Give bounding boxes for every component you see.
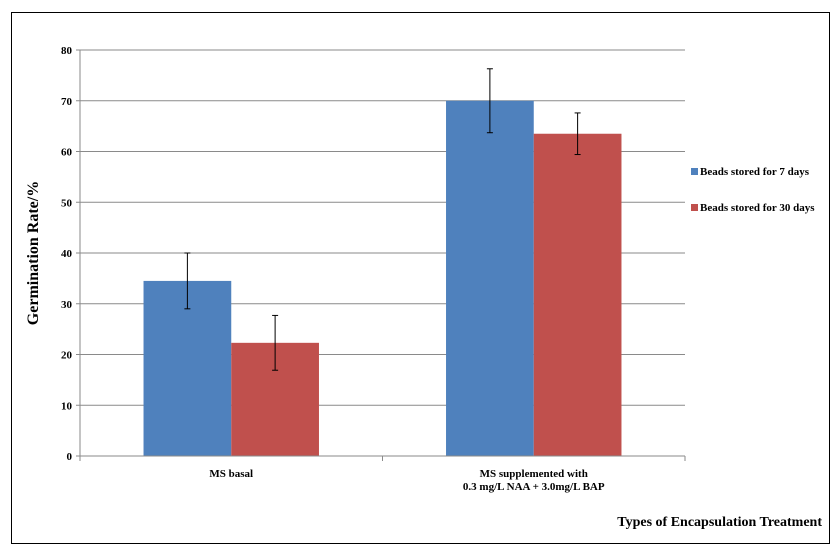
y-tick-label: 70 <box>61 96 73 108</box>
bar <box>143 280 232 456</box>
y-tick-label: 40 <box>61 248 73 260</box>
y-tick-labels: 0 10 20 30 40 50 60 70 80 <box>61 45 73 463</box>
y-tick-label: 80 <box>61 45 73 57</box>
legend-swatch <box>691 204 698 211</box>
y-tick-label: 20 <box>61 350 73 362</box>
x-axis-title: Types of Encapsulation Treatment <box>617 515 822 530</box>
error-bars <box>184 68 581 371</box>
axes <box>79 50 686 461</box>
y-tick-label: 60 <box>61 147 73 159</box>
y-axis-title: Germination Rate/% <box>25 181 42 325</box>
bar <box>533 133 622 457</box>
x-category-label: MS basal <box>209 468 253 480</box>
legend-label: Beads stored for 7 days <box>700 166 810 178</box>
legend-swatch <box>691 168 698 175</box>
y-tick-label: 10 <box>61 400 73 412</box>
x-category-label: 0.3 mg/L NAA + 3.0mg/L BAP <box>463 481 605 493</box>
y-tick-label: 0 <box>67 451 73 463</box>
bar <box>446 100 534 456</box>
x-category-label: MS supplemented with <box>480 468 588 480</box>
y-tick-label: 30 <box>61 299 73 311</box>
legend-label: Beads stored for 30 days <box>700 202 815 214</box>
bars <box>143 100 622 457</box>
y-tick-label: 50 <box>61 197 73 209</box>
legend: Beads stored for 7 days Beads stored for … <box>691 166 815 214</box>
